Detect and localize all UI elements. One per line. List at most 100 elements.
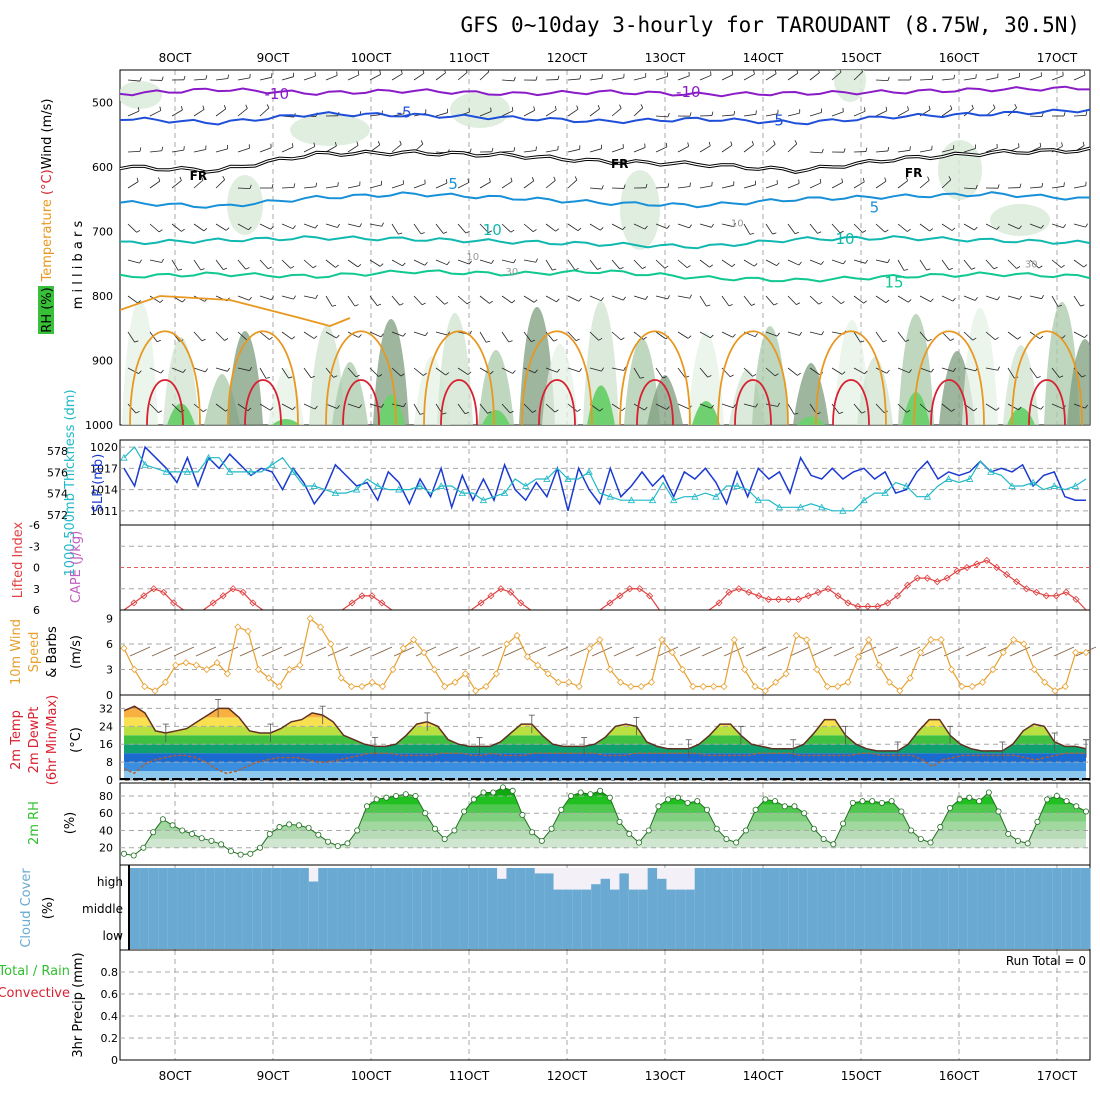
wind-barb: [149, 180, 161, 189]
wind-barb-flag: [178, 268, 183, 271]
wind-barb-flag: [359, 404, 362, 409]
wind-barb: [369, 331, 382, 338]
wind-barb: [567, 108, 579, 117]
temp-contour-20-edge: [120, 295, 351, 327]
lifted-index-marker: [368, 592, 376, 600]
wind-barb: [743, 223, 751, 235]
cloud-cell: [675, 922, 686, 949]
wind-barb-flag: [860, 340, 865, 343]
wind-speed-marker: [554, 678, 563, 686]
bottom-axis-label: 17OCT: [1037, 1069, 1078, 1083]
rh-marker: [558, 806, 565, 813]
wind-barb-flag: [841, 178, 843, 183]
rh-marker: [966, 794, 973, 801]
wind-speed-marker: [854, 653, 862, 661]
cloud-cell: [534, 873, 545, 895]
rh-marker: [393, 792, 400, 799]
rh-marker: [577, 789, 584, 796]
lifted-index-segment: [966, 563, 978, 569]
thickness-marker: [416, 482, 424, 489]
cloud-cell-bg: [685, 868, 696, 895]
cloud-cell: [1052, 868, 1063, 895]
cloud-cell: [1033, 895, 1044, 922]
wind-barb: [281, 403, 293, 410]
wind-barb-flag: [950, 338, 955, 341]
wind-barb-flag: [644, 225, 648, 230]
wind-speed-marker: [761, 687, 769, 695]
rh-marker: [266, 830, 273, 837]
wind-barb: [677, 331, 689, 339]
wind-barb-flag: [862, 177, 865, 182]
wind-barb-flag: [466, 301, 471, 305]
wind-barb: [787, 295, 797, 305]
wind-barb-flag: [706, 304, 711, 307]
wind-barb: [545, 180, 556, 189]
rh-marker: [606, 794, 613, 801]
wind-barb: [787, 259, 800, 266]
temp-line: [123, 705, 1087, 752]
cloud-cell: [675, 889, 686, 895]
wind-speed-marker: [482, 682, 490, 691]
lifted-index-segment: [877, 602, 888, 608]
cloud-cell: [657, 922, 668, 949]
temp-band: [124, 771, 1086, 780]
cloud-axis-label-part: Cloud Cover: [19, 868, 34, 948]
wind-barb: [457, 71, 468, 81]
rh-marker: [733, 839, 740, 846]
wind-barb: [655, 76, 668, 81]
wind-barb: [743, 295, 752, 306]
wind-barb-flag: [600, 227, 604, 231]
wind-barb: [435, 112, 448, 117]
rh-shade-upper: [450, 92, 510, 128]
cloud-cell: [986, 868, 997, 895]
wind-barb-flag: [886, 370, 890, 374]
wind-barb: [941, 367, 954, 372]
wind-barb-flag: [249, 366, 252, 371]
rh-marker: [704, 806, 711, 813]
wind-barb: [413, 295, 423, 306]
cloud-cell: [478, 922, 489, 949]
wind-barb: [941, 78, 954, 81]
rh-shade: [688, 332, 724, 425]
cloud-cell: [534, 922, 545, 949]
wind-barb-flag: [798, 261, 802, 266]
wind-barb-flag: [134, 340, 139, 343]
cloud-cell: [346, 868, 357, 895]
wind-barb: [699, 223, 712, 228]
wind-barb-flag: [579, 368, 582, 372]
wind-barb-flag: [356, 141, 359, 146]
wind-barb: [1029, 295, 1042, 300]
wind-barb: [1051, 223, 1064, 229]
lifted-index-marker: [1022, 585, 1031, 593]
wind-barb-flag: [754, 333, 758, 337]
cloud-cell: [242, 895, 253, 922]
wind-barb-flag: [1014, 103, 1017, 108]
wind-barb: [193, 78, 206, 81]
wind-barb: [215, 148, 228, 153]
rh-marker: [791, 803, 798, 810]
cloud-cell: [290, 868, 301, 895]
rh-legend-swatch: [38, 286, 54, 334]
thickness-marker: [691, 492, 699, 500]
wind-barb: [1073, 403, 1086, 409]
temp-wind-legend-label-part: (m/s): [40, 99, 55, 133]
wind-speed-marker: [637, 682, 645, 691]
cloud-cell: [224, 895, 235, 922]
cloud-cell-bg: [553, 868, 564, 895]
wind-barb-flag: [950, 105, 953, 110]
wind-barb-flag: [1084, 334, 1088, 338]
cloud-cell: [327, 922, 338, 949]
rh-marker: [490, 789, 497, 796]
wind-barb-flag: [288, 376, 293, 379]
wind-barb-flag: [139, 259, 142, 264]
wind-barb-flag: [312, 265, 317, 269]
cloud-cell: [544, 873, 555, 895]
cloud-cell: [195, 868, 206, 895]
wind-barb: [347, 74, 360, 81]
rh-marker: [976, 798, 983, 805]
wind-barb: [391, 367, 402, 377]
pressure-tick-label: 800: [92, 290, 113, 303]
wind-barb: [501, 150, 514, 153]
cloud-axis: [128, 865, 130, 950]
wind-barb-10m: [877, 646, 899, 657]
